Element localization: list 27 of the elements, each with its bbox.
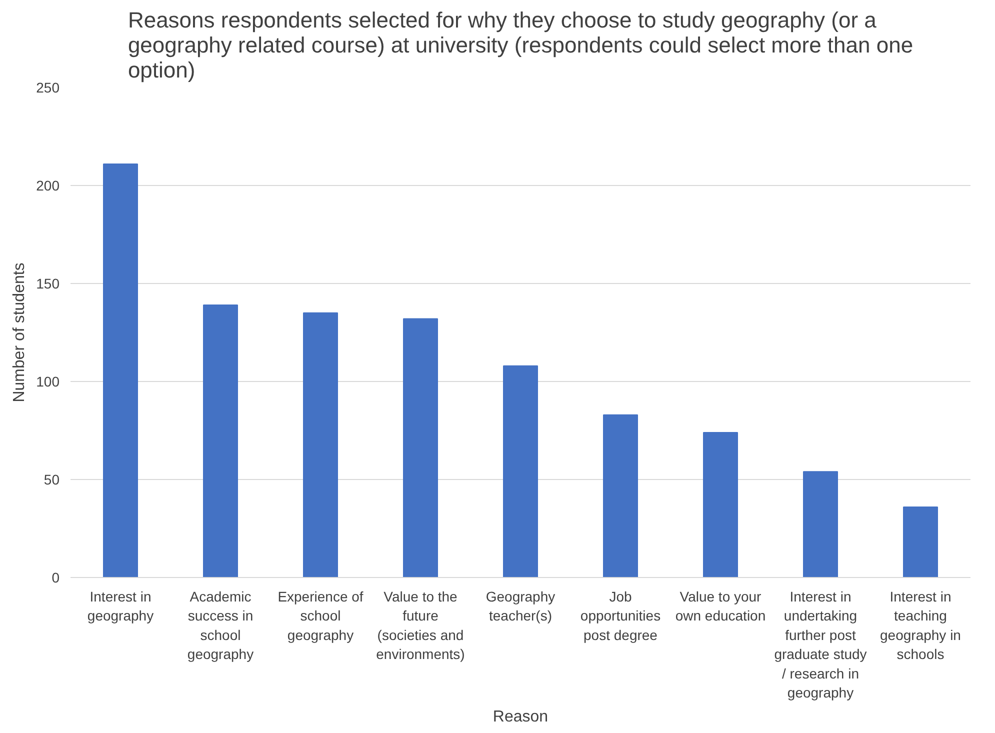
y-tick-label: 50 (44, 472, 60, 488)
bar (303, 312, 338, 578)
x-tick-label: Interest in geography (87, 588, 154, 624)
bar (803, 471, 838, 578)
x-tick-label: Value to the future (societies and environments) (376, 588, 465, 662)
x-axis-title: Reason (492, 708, 548, 726)
bar (103, 163, 138, 578)
bar (903, 506, 938, 578)
bar (203, 304, 238, 578)
bar (603, 414, 638, 578)
x-tick-label: Academic success in school geography (187, 588, 254, 662)
x-tick-label: Experience of school geography (278, 588, 364, 643)
y-tick-label: 150 (36, 276, 60, 292)
x-tick-label: Interest in undertaking further post graduate study / research in geography (774, 588, 867, 700)
y-axis-title: Number of students (11, 262, 28, 402)
y-tick-label: 0 (52, 570, 60, 586)
y-tick-label: 200 (36, 178, 60, 194)
bar (703, 432, 738, 578)
bar (403, 318, 438, 578)
x-tick-label: Interest in teaching geography in schools (880, 588, 961, 662)
x-tick-label: Value to your own education (675, 588, 766, 624)
chart-title: Reasons respondents selected for why they choose to study geography (or a geography related course) at university (respondents could select more than one option) (128, 8, 914, 82)
y-tick-label: 250 (36, 80, 60, 96)
y-tick-label: 100 (36, 374, 60, 390)
bar (503, 365, 538, 578)
x-tick-label: Geography teacher(s) (486, 588, 556, 624)
x-tick-label: Job opportunities post degree (580, 588, 661, 643)
